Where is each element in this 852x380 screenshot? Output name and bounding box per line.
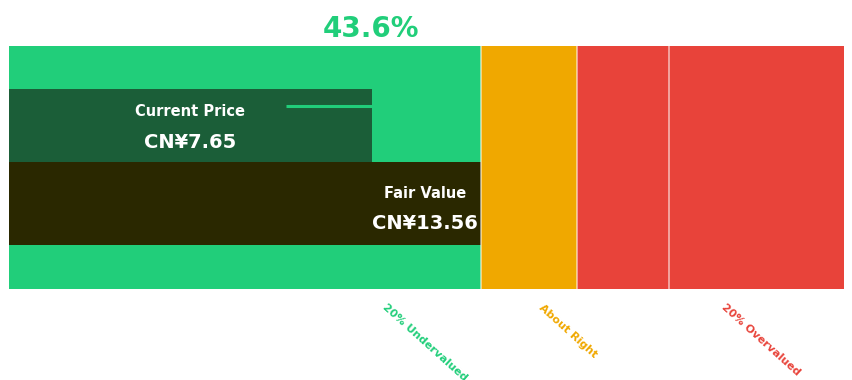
Text: 43.6%: 43.6% — [322, 15, 419, 43]
Text: CN¥7.65: CN¥7.65 — [144, 133, 236, 152]
Bar — [481, 46, 576, 289]
Text: 20% Undervalued: 20% Undervalued — [380, 302, 469, 380]
Text: 20% Overvalued: 20% Overvalued — [718, 302, 801, 378]
Text: CN¥13.56: CN¥13.56 — [372, 214, 478, 233]
Text: Undervalued: Undervalued — [324, 68, 417, 83]
Text: About Right: About Right — [537, 302, 599, 359]
Text: Current Price: Current Price — [135, 104, 245, 119]
Bar — [9, 46, 481, 289]
Bar — [9, 162, 481, 245]
Bar — [576, 46, 843, 289]
Bar — [9, 89, 371, 172]
Text: Fair Value: Fair Value — [383, 187, 466, 201]
